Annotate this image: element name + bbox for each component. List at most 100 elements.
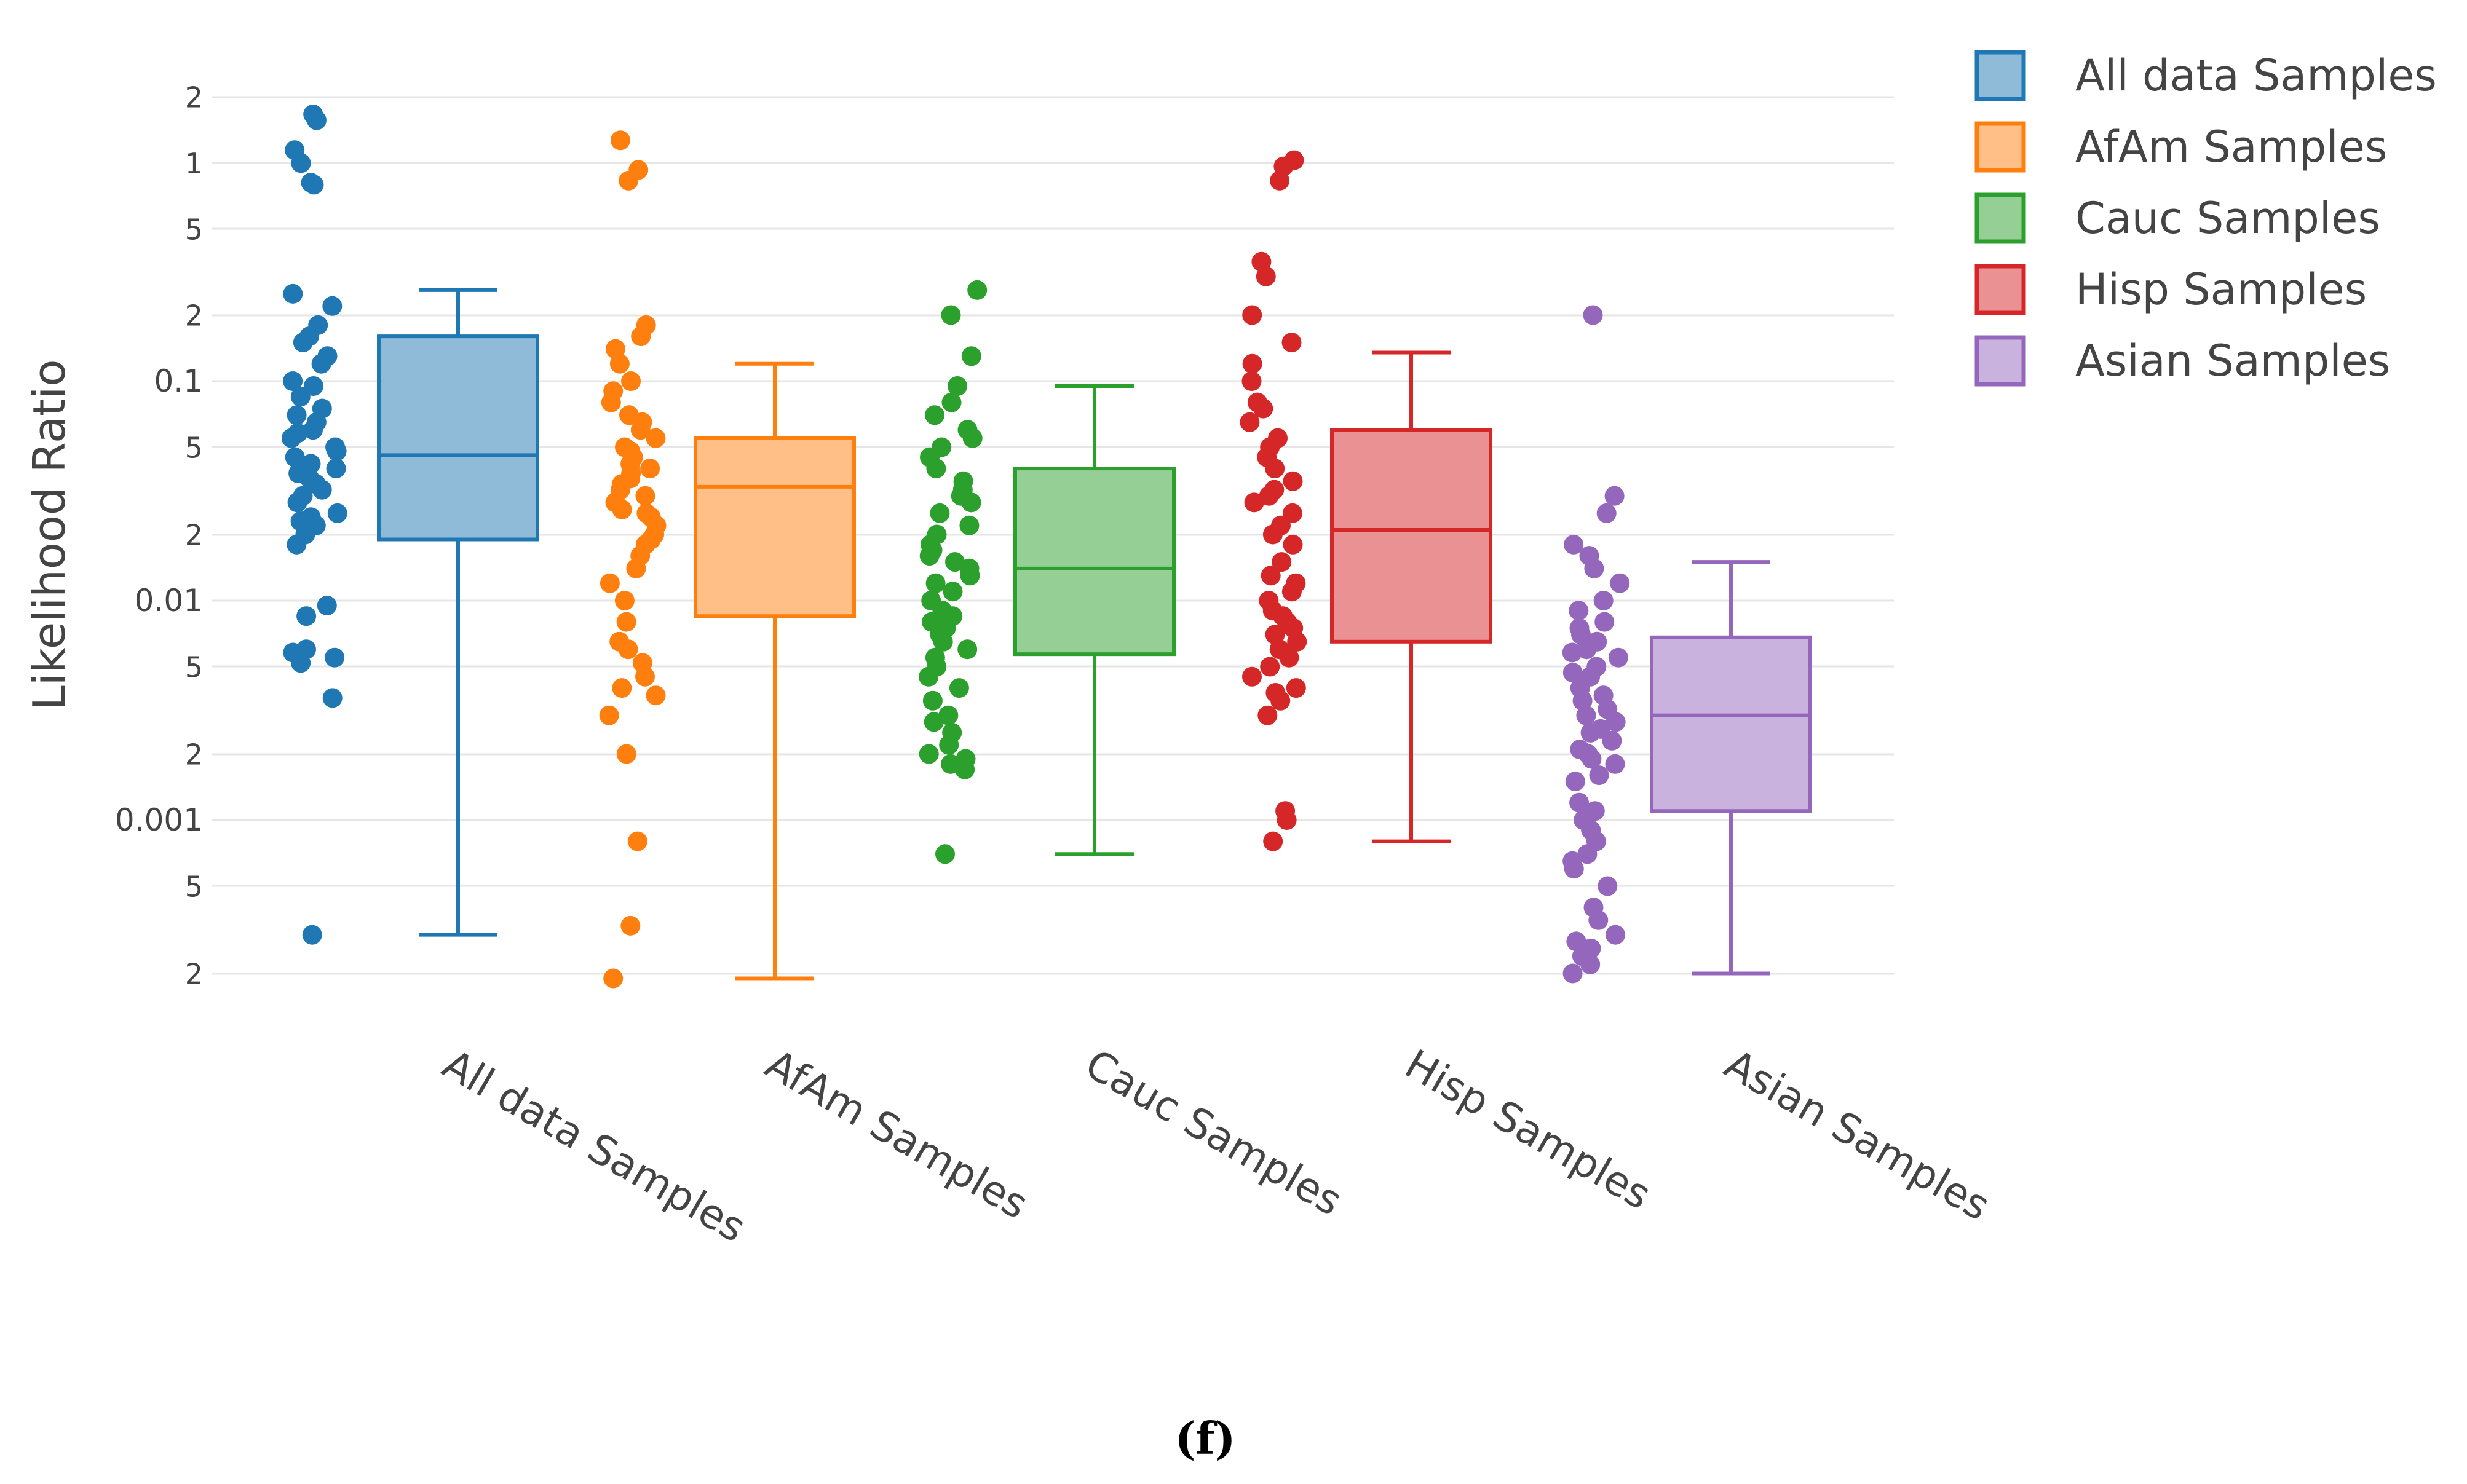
data-point — [925, 573, 946, 593]
data-point — [1593, 591, 1614, 610]
data-point — [325, 647, 345, 668]
series-group — [282, 105, 1812, 989]
data-point — [612, 499, 632, 519]
data-point — [939, 735, 959, 755]
y-tick-label: 2 — [185, 81, 203, 114]
data-point — [326, 459, 346, 479]
data-point — [603, 968, 624, 989]
y-tick-label: 5 — [185, 431, 203, 464]
data-point — [1606, 925, 1625, 945]
data-point — [960, 566, 980, 586]
data-point — [1598, 876, 1618, 896]
data-point — [1287, 631, 1307, 652]
data-point — [922, 690, 943, 711]
data-point — [599, 705, 619, 725]
data-point — [1242, 305, 1262, 325]
legend-label: Cauc Samples — [2075, 193, 2380, 243]
data-point — [322, 296, 343, 316]
data-point — [1256, 266, 1276, 286]
data-point — [1562, 642, 1582, 663]
data-point — [614, 591, 635, 610]
data-point — [961, 492, 981, 513]
data-point — [302, 925, 322, 945]
data-point — [601, 392, 621, 412]
data-point — [291, 653, 311, 673]
legend-item[interactable]: Cauc Samples — [1974, 192, 2380, 244]
box-iqr[interactable] — [694, 436, 856, 618]
data-point — [610, 130, 630, 151]
figure-caption: (f) — [1174, 1412, 1235, 1464]
data-point — [1262, 524, 1283, 545]
data-point — [293, 333, 313, 353]
data-point — [1270, 690, 1291, 711]
data-point — [1286, 678, 1306, 698]
data-point — [285, 447, 305, 467]
x-category-label: Hisp Samples — [1397, 1040, 1659, 1218]
data-point — [1242, 666, 1262, 687]
data-point — [283, 371, 303, 391]
y-tick-label: 0.001 — [115, 802, 203, 838]
data-point — [322, 688, 343, 708]
data-point — [1572, 690, 1593, 711]
data-point — [1580, 722, 1601, 743]
data-point — [967, 280, 988, 300]
series-4 — [1562, 305, 1812, 984]
data-point — [1562, 663, 1583, 683]
data-point — [930, 503, 950, 523]
legend-item[interactable]: Asian Samples — [1974, 335, 2390, 387]
data-point — [1277, 810, 1297, 830]
x-category-label: Cauc Samples — [1077, 1040, 1350, 1225]
data-point — [948, 376, 967, 396]
data-point — [635, 486, 655, 506]
legend-item[interactable]: All data Samples — [1974, 50, 2437, 101]
legend-item[interactable]: Hisp Samples — [1974, 264, 2367, 315]
box-iqr[interactable] — [377, 334, 539, 542]
x-axis-categories: All data Samples AfAm Samples Cauc Samples… — [435, 1040, 1998, 1252]
legend-swatch — [1974, 264, 2026, 315]
data-point — [962, 428, 983, 448]
data-point — [943, 582, 963, 602]
data-point — [933, 631, 953, 652]
data-point — [1580, 954, 1601, 974]
data-point — [619, 170, 639, 191]
data-point — [919, 666, 939, 687]
y-tick-label: 0.01 — [135, 583, 203, 618]
data-point — [1261, 566, 1281, 586]
legend[interactable]: All data Samples AfAm Samples Cauc Samples… — [1974, 50, 2437, 387]
y-tick-label: 5 — [185, 870, 203, 903]
box-iqr[interactable] — [1650, 635, 1812, 813]
data-point — [627, 831, 647, 851]
data-point — [304, 175, 324, 195]
data-point — [935, 844, 955, 864]
legend-swatch — [1974, 121, 2026, 173]
legend-swatch — [1974, 50, 2026, 101]
data-point — [1577, 844, 1598, 864]
data-point — [1583, 305, 1603, 325]
data-point — [1569, 601, 1589, 621]
data-point — [1244, 492, 1264, 513]
y-tick-label: 2 — [185, 738, 203, 772]
box-iqr[interactable] — [1330, 428, 1492, 644]
x-category-label: AfAm Samples — [758, 1040, 1036, 1228]
data-point — [949, 678, 969, 698]
legend-item[interactable]: AfAm Samples — [1974, 121, 2387, 173]
data-point — [1608, 647, 1628, 668]
data-point — [1260, 657, 1280, 677]
data-point — [620, 915, 641, 936]
box-iqr[interactable] — [1013, 467, 1176, 657]
data-point — [1604, 486, 1625, 506]
data-point — [1241, 371, 1262, 391]
data-point — [1610, 573, 1630, 593]
series-1 — [599, 130, 856, 989]
data-point — [919, 546, 940, 566]
data-point — [290, 387, 311, 407]
series-3 — [1240, 150, 1492, 851]
data-point — [306, 110, 327, 130]
y-axis-label: Likelihood Ratio — [23, 360, 75, 711]
y-tick-label: 5 — [185, 650, 203, 684]
data-point — [287, 534, 307, 555]
data-point — [1584, 558, 1604, 578]
y-axis-ticks: 0.1 0.01 0.001 2 5 2 5 2 5 2 2 1 5 — [115, 81, 203, 991]
data-point — [961, 346, 981, 366]
